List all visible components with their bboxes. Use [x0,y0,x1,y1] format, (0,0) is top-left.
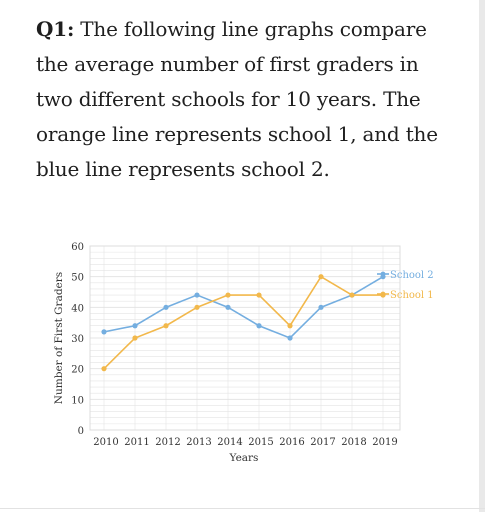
question-body: The following line graphs compare the av… [36,17,438,181]
data-point [225,292,231,298]
y-tick-label: 30 [71,334,84,345]
data-point [287,335,293,341]
series-line [103,275,384,339]
data-point [163,304,169,310]
data-point [256,292,262,298]
y-tick-label: 50 [71,273,84,284]
data-point [132,335,138,341]
series-line [103,275,383,370]
divider [0,508,485,509]
x-tick-label: 2012 [155,437,180,448]
data-point [101,366,107,372]
x-tick-label: 2014 [217,437,242,448]
legend-label: School 1 [390,290,434,301]
question-text: Q1: The following line graphs compare th… [36,12,456,187]
data-point [101,329,107,335]
data-point [225,304,231,310]
data-point [194,292,200,298]
x-tick-label: 2013 [186,437,211,448]
data-point [132,323,138,329]
data-point [318,274,324,280]
x-axis-title: Years [229,452,259,464]
legend-marker [380,271,386,277]
scrollbar-track [479,0,485,512]
x-tick-label: 2010 [93,437,118,448]
y-tick-label: 20 [71,365,84,376]
data-point [194,304,200,310]
y-tick-label: 0 [78,426,84,437]
data-point [287,323,293,329]
legend-marker [380,291,386,297]
x-tick-label: 2016 [279,437,304,448]
plot-area [89,245,401,431]
data-point [163,323,169,329]
x-tick-label: 2018 [341,437,366,448]
data-point [318,304,324,310]
y-axis-title: Number of First Graders [53,272,65,404]
data-point [256,323,262,329]
x-tick-label: 2019 [372,437,397,448]
y-tick-label: 60 [71,242,84,253]
x-tick-label: 2015 [248,437,273,448]
data-point [349,292,355,298]
legend-label: School 2 [390,270,434,281]
y-tick-label: 10 [71,395,84,406]
question-label: Q1: [36,17,75,41]
x-tick-label: 2017 [310,437,335,448]
x-tick-label: 2011 [124,437,149,448]
y-tick-label: 40 [71,303,84,314]
